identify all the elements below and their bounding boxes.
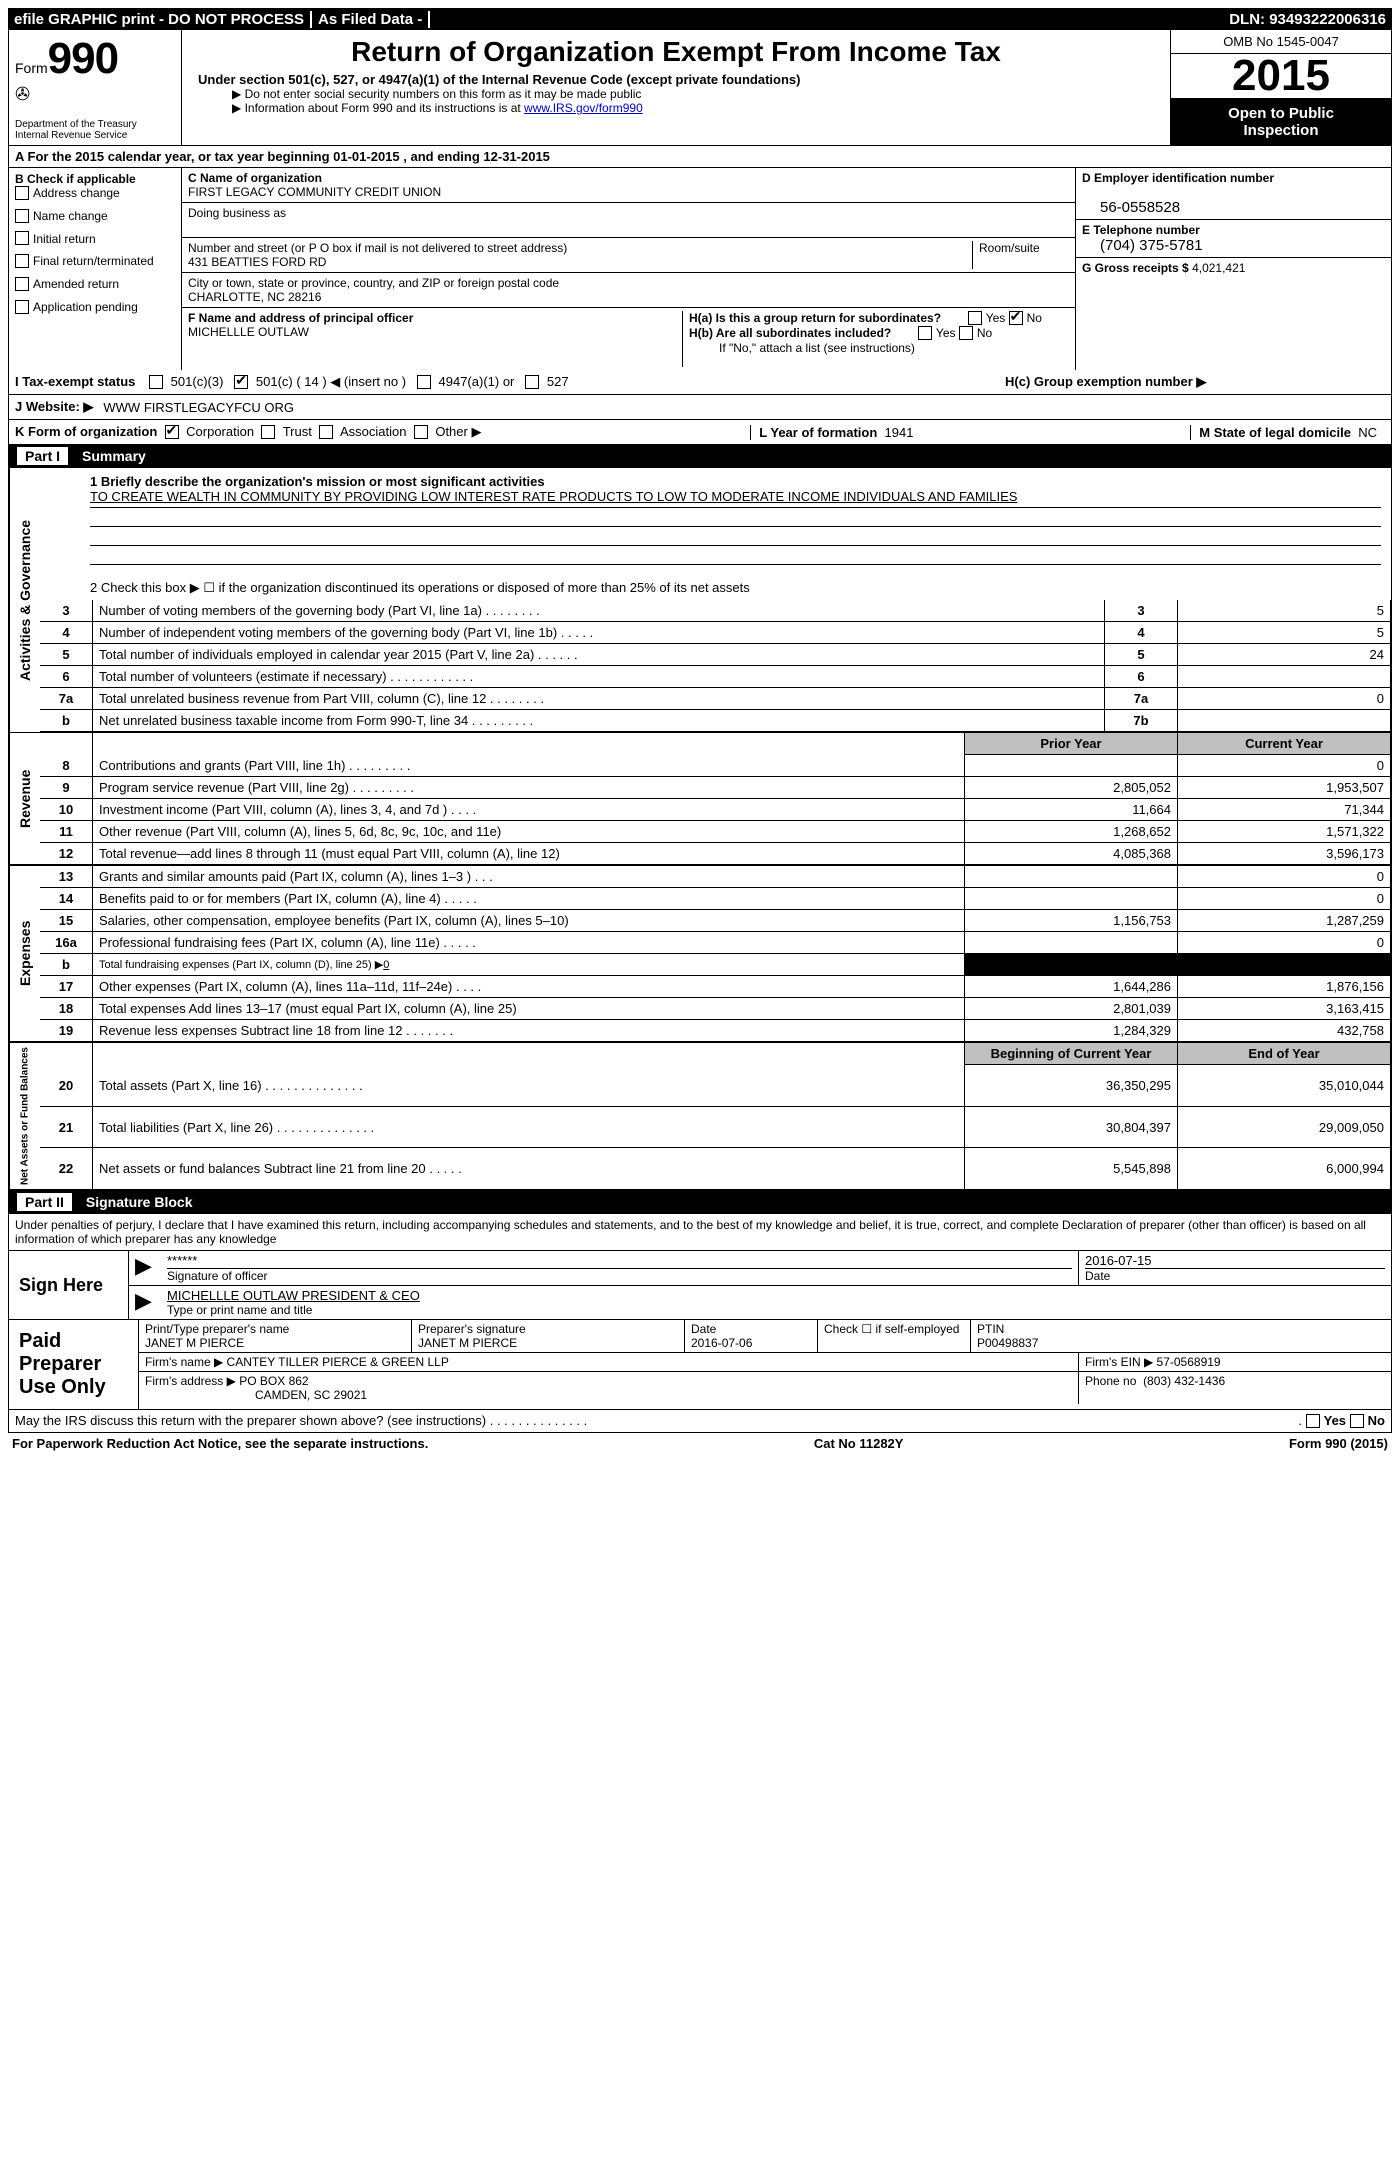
- may-irs-discuss: May the IRS discuss this return with the…: [8, 1410, 1392, 1433]
- header-right: OMB No 1545-0047 2015 Open to Public Ins…: [1171, 30, 1391, 145]
- open-to-public: Open to Public Inspection: [1171, 99, 1391, 145]
- col-d: D Employer identification number 56-0558…: [1076, 168, 1391, 370]
- section-bcd: B Check if applicable Address change Nam…: [8, 168, 1392, 370]
- expenses-table: 13Grants and similar amounts paid (Part …: [40, 866, 1391, 1042]
- org-city: CHARLOTTE, NC 28216: [188, 290, 321, 304]
- org-name: FIRST LEGACY COMMUNITY CREDIT UNION: [188, 185, 441, 199]
- line-a: A For the 2015 calendar year, or tax yea…: [8, 146, 1392, 168]
- tab-revenue: Revenue: [9, 733, 40, 865]
- asfiled-label: As Filed Data -: [312, 11, 430, 28]
- page-footer: For Paperwork Reduction Act Notice, see …: [8, 1433, 1392, 1454]
- top-bar: efile GRAPHIC print - DO NOT PROCESS As …: [8, 8, 1392, 30]
- firm-name: CANTEY TILLER PIERCE & GREEN LLP: [227, 1355, 449, 1369]
- row-i: I Tax-exempt status 501(c)(3) 501(c) ( 1…: [8, 370, 1392, 395]
- paid-preparer-block: Paid Preparer Use Only Print/Type prepar…: [8, 1320, 1392, 1410]
- ptin: P00498837: [977, 1336, 1385, 1350]
- net-assets-table: Beginning of Current Year End of Year 20…: [40, 1043, 1391, 1190]
- header: Form990 ✇ Department of the Treasury Int…: [8, 30, 1392, 146]
- part-2-header: Part II Signature Block: [8, 1191, 1392, 1214]
- irs-link[interactable]: www.IRS.gov/form990: [524, 101, 643, 115]
- sign-here-block: Sign Here ▶ ****** Signature of officer …: [8, 1251, 1392, 1320]
- header-title-block: Return of Organization Exempt From Incom…: [182, 30, 1171, 145]
- part-1-header: Part I Summary: [8, 445, 1392, 468]
- officer-name: MICHELLLE OUTLAW PRESIDENT & CEO: [167, 1288, 1385, 1303]
- preparer-date: 2016-07-06: [691, 1336, 811, 1350]
- tab-expenses: Expenses: [9, 866, 40, 1042]
- sign-date: 2016-07-15: [1085, 1253, 1385, 1268]
- header-left: Form990 ✇ Department of the Treasury Int…: [9, 30, 182, 145]
- row-k: K Form of organization Corporation Trust…: [8, 420, 1392, 445]
- form-990-page: efile GRAPHIC print - DO NOT PROCESS As …: [8, 8, 1392, 1454]
- tab-governance: Activities & Governance: [9, 468, 40, 732]
- firm-ein: 57-0568919: [1157, 1355, 1221, 1369]
- ein: 56-0558528: [1082, 199, 1385, 216]
- revenue-table: Prior Year Current Year 8Contributions a…: [40, 733, 1391, 865]
- col-c: C Name of organization FIRST LEGACY COMM…: [182, 168, 1076, 370]
- gross-receipts: 4,021,421: [1192, 261, 1245, 275]
- website: WWW FIRSTLEGACYFCU ORG: [103, 400, 294, 415]
- org-street: 431 BEATTIES FORD RD: [188, 255, 326, 269]
- mission-block: 1 Briefly describe the organization's mi…: [40, 468, 1391, 600]
- phone: (704) 375-5781: [1082, 237, 1385, 254]
- governance-table: 3Number of voting members of the governi…: [40, 600, 1391, 732]
- mission-text: TO CREATE WEALTH IN COMMUNITY BY PROVIDI…: [90, 489, 1381, 508]
- part-1-body: Activities & Governance 1 Briefly descri…: [8, 468, 1392, 1191]
- principal-officer: MICHELLLE OUTLAW: [188, 325, 309, 339]
- firm-phone: (803) 432-1436: [1143, 1374, 1225, 1388]
- tax-year: 2015: [1171, 54, 1391, 99]
- preparer-name: JANET M PIERCE: [145, 1336, 405, 1350]
- col-b: B Check if applicable Address change Nam…: [9, 168, 182, 370]
- dln: DLN: 93493222006316: [1223, 11, 1392, 28]
- efile-label: efile GRAPHIC print - DO NOT PROCESS: [8, 11, 312, 28]
- row-j: J Website: ▶ WWW FIRSTLEGACYFCU ORG: [8, 395, 1392, 420]
- penalties-text: Under penalties of perjury, I declare th…: [8, 1214, 1392, 1251]
- form-title: Return of Organization Exempt From Incom…: [192, 36, 1160, 68]
- tab-net-assets: Net Assets or Fund Balances: [9, 1043, 40, 1190]
